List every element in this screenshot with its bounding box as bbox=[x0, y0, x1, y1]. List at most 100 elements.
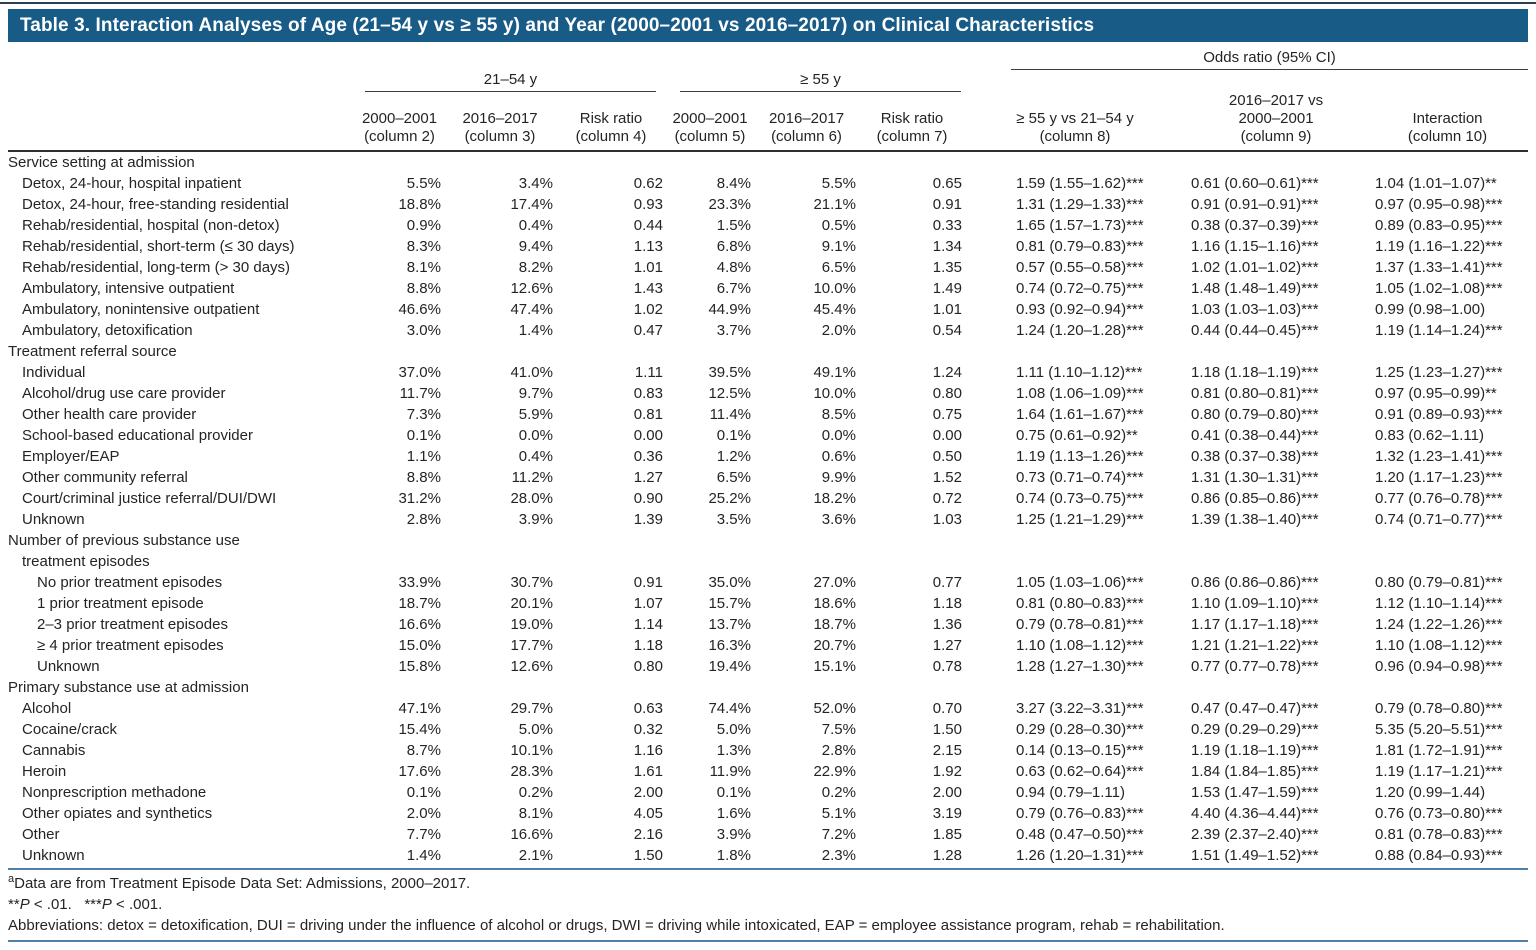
row-label: Ambulatory, nonintensive outpatient bbox=[22, 301, 260, 318]
cell-col9: 1.39 (1.38–1.40)*** bbox=[1191, 511, 1319, 528]
cell-col6: 6.5% bbox=[821, 259, 856, 276]
row-label: Alcohol/drug use care provider bbox=[22, 385, 226, 402]
cell-col6: 2.8% bbox=[821, 742, 856, 759]
cell-col8: 1.65 (1.57–1.73)*** bbox=[1016, 217, 1144, 234]
cell-col9: 1.48 (1.48–1.49)*** bbox=[1191, 280, 1319, 297]
cell-col9: 1.84 (1.84–1.85)*** bbox=[1191, 763, 1319, 780]
cell-col4: 1.50 bbox=[633, 847, 663, 864]
cell-col10: 0.89 (0.83–0.95)*** bbox=[1375, 217, 1503, 234]
cell-col10: 1.81 (1.72–1.91)*** bbox=[1375, 742, 1503, 759]
cell-col4: 0.91 bbox=[633, 574, 663, 591]
cell-col9: 0.77 (0.77–0.78)*** bbox=[1191, 658, 1319, 675]
table-row: Other opiates and synthetics 2.0% 8.1% 4.05… bbox=[8, 803, 1528, 824]
cell-col7: 1.92 bbox=[932, 763, 962, 780]
cell-col3: 28.0% bbox=[510, 490, 553, 507]
cell-col2: 2.8% bbox=[406, 511, 441, 528]
cell-col10: 1.12 (1.10–1.14)*** bbox=[1375, 595, 1503, 612]
cell-col7: 1.24 bbox=[932, 364, 962, 381]
cell-col3: 17.7% bbox=[510, 637, 553, 654]
cell-col6: 18.7% bbox=[813, 616, 856, 633]
cell-col7: 0.65 bbox=[932, 175, 962, 192]
cell-col5: 12.5% bbox=[708, 385, 751, 402]
table-row: Detox, 24-hour, free-standing residentia… bbox=[8, 194, 1528, 215]
cell-col9: 1.51 (1.49–1.52)*** bbox=[1191, 847, 1319, 864]
col-header-3: 2016–2017 (column 3) bbox=[444, 92, 556, 152]
cell-col6: 9.1% bbox=[821, 238, 856, 255]
cell-col4: 0.00 bbox=[633, 427, 663, 444]
cell-col4: 0.81 bbox=[633, 406, 663, 423]
cell-col5: 5.0% bbox=[716, 721, 751, 738]
cell-col10: 1.25 (1.23–1.27)*** bbox=[1375, 364, 1503, 381]
cell-col9: 1.31 (1.30–1.31)*** bbox=[1191, 469, 1319, 486]
top-rule bbox=[0, 2, 1536, 4]
cell-col5: 1.8% bbox=[716, 847, 751, 864]
cell-col2: 16.6% bbox=[398, 616, 441, 633]
table-row: Detox, 24-hour, hospital inpatient 5.5% 3.… bbox=[8, 173, 1528, 194]
cell-col3: 19.0% bbox=[510, 616, 553, 633]
cell-col10: 0.91 (0.89–0.93)*** bbox=[1375, 406, 1503, 423]
cell-col4: 1.02 bbox=[633, 301, 663, 318]
footnote-source-marker: a bbox=[8, 873, 15, 885]
footnote-abbreviations: Abbreviations: detox = detoxification, D… bbox=[8, 917, 1225, 934]
cell-col6: 7.2% bbox=[821, 826, 856, 843]
cell-col9: 0.91 (0.91–0.91)*** bbox=[1191, 196, 1319, 213]
cell-col5: 11.4% bbox=[709, 406, 751, 423]
cell-col8: 0.73 (0.71–0.74)*** bbox=[1016, 469, 1144, 486]
row-label: Rehab/residential, long-term (> 30 days) bbox=[22, 259, 291, 276]
table-row: Alcohol 47.1% 29.7% 0.63 74.4% 52.0% 0.70 3.27 … bbox=[8, 698, 1528, 719]
cell-col5: 19.4% bbox=[708, 658, 751, 675]
table-row: Cocaine/crack 15.4% 5.0% 0.32 5.0% 7.5% 1.50 0.… bbox=[8, 719, 1528, 740]
col-header-10: Interaction (column 10) bbox=[1367, 92, 1528, 152]
cell-col5: 1.3% bbox=[716, 742, 751, 759]
table-body: Service setting at admission Detox, 24-ho… bbox=[8, 151, 1528, 866]
cell-col7: 1.49 bbox=[932, 280, 962, 297]
cell-col8: 1.19 (1.13–1.26)*** bbox=[1016, 448, 1144, 465]
row-label: 1 prior treatment episode bbox=[37, 595, 204, 612]
cell-col5: 4.8% bbox=[716, 259, 751, 276]
cell-col9: 1.18 (1.18–1.19)*** bbox=[1191, 364, 1319, 381]
table-row: Cannabis 8.7% 10.1% 1.16 1.3% 2.8% 2.15 0.14 (0… bbox=[8, 740, 1528, 761]
cell-col7: 0.70 bbox=[932, 700, 962, 717]
cell-col2: 8.3% bbox=[406, 238, 441, 255]
spacer-cell bbox=[965, 70, 1185, 92]
cell-col8: 1.10 (1.08–1.12)*** bbox=[1016, 637, 1144, 654]
cell-col10: 0.99 (0.98–1.00) bbox=[1375, 301, 1486, 318]
cell-col10: 0.97 (0.95–0.99)** bbox=[1375, 385, 1497, 402]
row-label: Cocaine/crack bbox=[22, 721, 118, 738]
cell-col9: 0.86 (0.86–0.86)*** bbox=[1191, 574, 1319, 591]
cell-col10: 1.10 (1.08–1.12)*** bbox=[1375, 637, 1503, 654]
footnote-source: aData are from Treatment Episode Data Se… bbox=[8, 873, 1528, 894]
row-label: Heroin bbox=[22, 763, 67, 780]
significance-text: *** bbox=[84, 896, 102, 913]
cell-col5: 11.9% bbox=[709, 763, 751, 780]
cell-col8: 0.79 (0.78–0.81)*** bbox=[1016, 616, 1144, 633]
cell-col5: 13.7% bbox=[708, 616, 751, 633]
cell-col5: 0.1% bbox=[716, 427, 751, 444]
cell-col4: 0.32 bbox=[633, 721, 663, 738]
cell-col3: 20.1% bbox=[510, 595, 553, 612]
section-header-row: Treatment referral source bbox=[8, 341, 1528, 362]
table-row: Court/criminal justice referral/DUI/DWI 3… bbox=[8, 488, 1528, 509]
cell-col2: 8.1% bbox=[406, 259, 441, 276]
bottom-rule bbox=[8, 940, 1528, 942]
cell-col2: 17.6% bbox=[398, 763, 441, 780]
cell-col2: 11.7% bbox=[399, 385, 441, 402]
cell-col3: 5.9% bbox=[518, 406, 553, 423]
footnote-source-text: Data are from Treatment Episode Data Set… bbox=[14, 875, 471, 892]
cell-col3: 30.7% bbox=[510, 574, 553, 591]
cell-col3: 0.0% bbox=[518, 427, 553, 444]
table-header: Odds ratio (95% CI) 21–54 y ≥ 55 y 2000–… bbox=[8, 46, 1528, 152]
cell-col4: 0.62 bbox=[633, 175, 663, 192]
cell-col2: 18.8% bbox=[398, 196, 441, 213]
cell-col3: 5.0% bbox=[518, 721, 553, 738]
row-label: School-based educational provider bbox=[22, 427, 253, 444]
cell-col8: 0.79 (0.76–0.83)*** bbox=[1016, 805, 1144, 822]
cell-col2: 1.1% bbox=[406, 448, 441, 465]
cell-col9: 1.02 (1.01–1.02)*** bbox=[1191, 259, 1319, 276]
cell-col5: 6.7% bbox=[716, 280, 751, 297]
section-header: Service setting at admission bbox=[8, 154, 195, 171]
cell-col6: 20.7% bbox=[813, 637, 856, 654]
cell-col8: 0.75 (0.61–0.92)** bbox=[1016, 427, 1138, 444]
cell-col4: 0.36 bbox=[633, 448, 663, 465]
cell-col10: 0.79 (0.78–0.80)*** bbox=[1375, 700, 1503, 717]
